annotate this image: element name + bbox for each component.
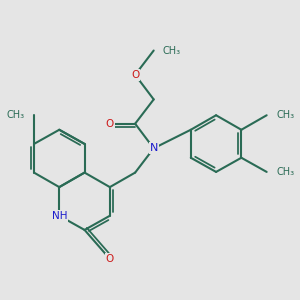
Text: N: N bbox=[149, 143, 158, 153]
Text: CH₃: CH₃ bbox=[162, 46, 180, 56]
Text: CH₃: CH₃ bbox=[276, 167, 294, 177]
Text: CH₃: CH₃ bbox=[276, 110, 294, 120]
Text: O: O bbox=[106, 119, 114, 129]
Text: O: O bbox=[106, 254, 114, 264]
Text: NH: NH bbox=[52, 211, 67, 221]
Text: CH₃: CH₃ bbox=[6, 110, 25, 120]
Text: O: O bbox=[131, 70, 139, 80]
